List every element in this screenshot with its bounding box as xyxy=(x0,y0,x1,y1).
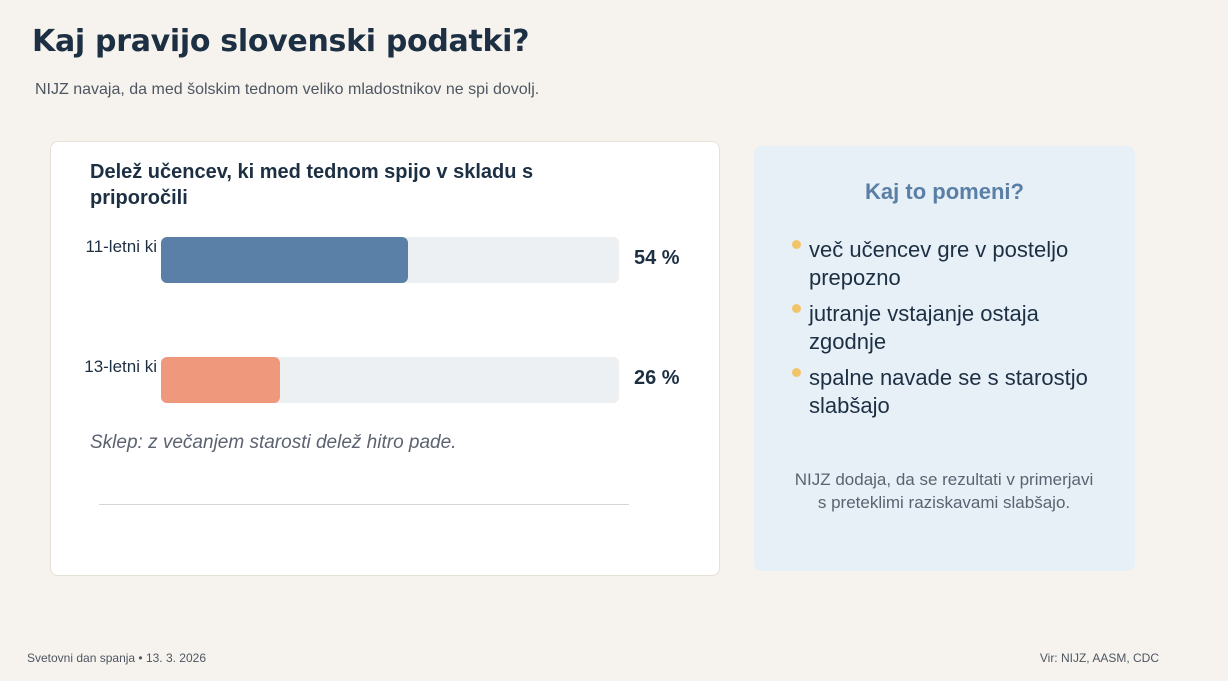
bullet-dot-icon xyxy=(792,240,801,249)
bar-value-label: 26 % xyxy=(634,367,680,389)
info-panel-note: NIJZ dodaja, da se rezultati v primerjav… xyxy=(794,470,1094,512)
bar-track xyxy=(161,357,619,403)
list-item-text: jutranje vstajanje ostaja zgodnje xyxy=(809,301,1039,354)
chart-card: Delež učencev, ki med tednom spijo v skl… xyxy=(50,141,720,576)
list-item-text: spalne navade se s starostjo slabšajo xyxy=(809,365,1088,418)
bar-label: 11-letni ki xyxy=(85,237,158,256)
bar-value-label: 54 % xyxy=(634,247,680,269)
bullet-dot-icon xyxy=(792,304,801,313)
info-panel-title: Kaj to pomeni? xyxy=(865,179,1024,204)
bar-label: 13-letni ki xyxy=(84,357,157,376)
bar-track xyxy=(161,237,619,283)
bar-fill-13 xyxy=(161,357,281,403)
list-item: več učencev gre v posteljo prepozno xyxy=(792,236,1112,292)
footer-right: Vir: NIJZ, AASM, CDC xyxy=(1039,651,1159,665)
footer-left: Svetovni dan spanja • 13. 3. 2026 xyxy=(27,651,206,665)
list-item-text: več učencev gre v posteljo prepozno xyxy=(809,237,1069,290)
chart-conclusion: Sklep: z večanjem starosti delež hitro p… xyxy=(90,432,457,453)
info-panel: Kaj to pomeni? več učencev gre v postelj… xyxy=(754,146,1135,571)
bullet-dot-icon xyxy=(792,368,801,377)
page-title: Kaj pravijo slovenski podatki? xyxy=(32,24,530,59)
divider xyxy=(99,504,629,505)
bullet-list: več učencev gre v posteljo prepozno jutr… xyxy=(792,236,1112,428)
list-item: spalne navade se s starostjo slabšajo xyxy=(792,364,1112,420)
bar-row-13: 13-letni ki 26 % xyxy=(51,357,721,403)
bar-row-11: 11-letni ki 54 % xyxy=(51,237,721,283)
page-subtitle: NIJZ navaja, da med šolskim tednom velik… xyxy=(35,81,540,98)
list-item: jutranje vstajanje ostaja zgodnje xyxy=(792,300,1112,356)
chart-title: Delež učencev, ki med tednom spijo v skl… xyxy=(90,161,534,209)
bar-fill-11 xyxy=(161,237,409,283)
